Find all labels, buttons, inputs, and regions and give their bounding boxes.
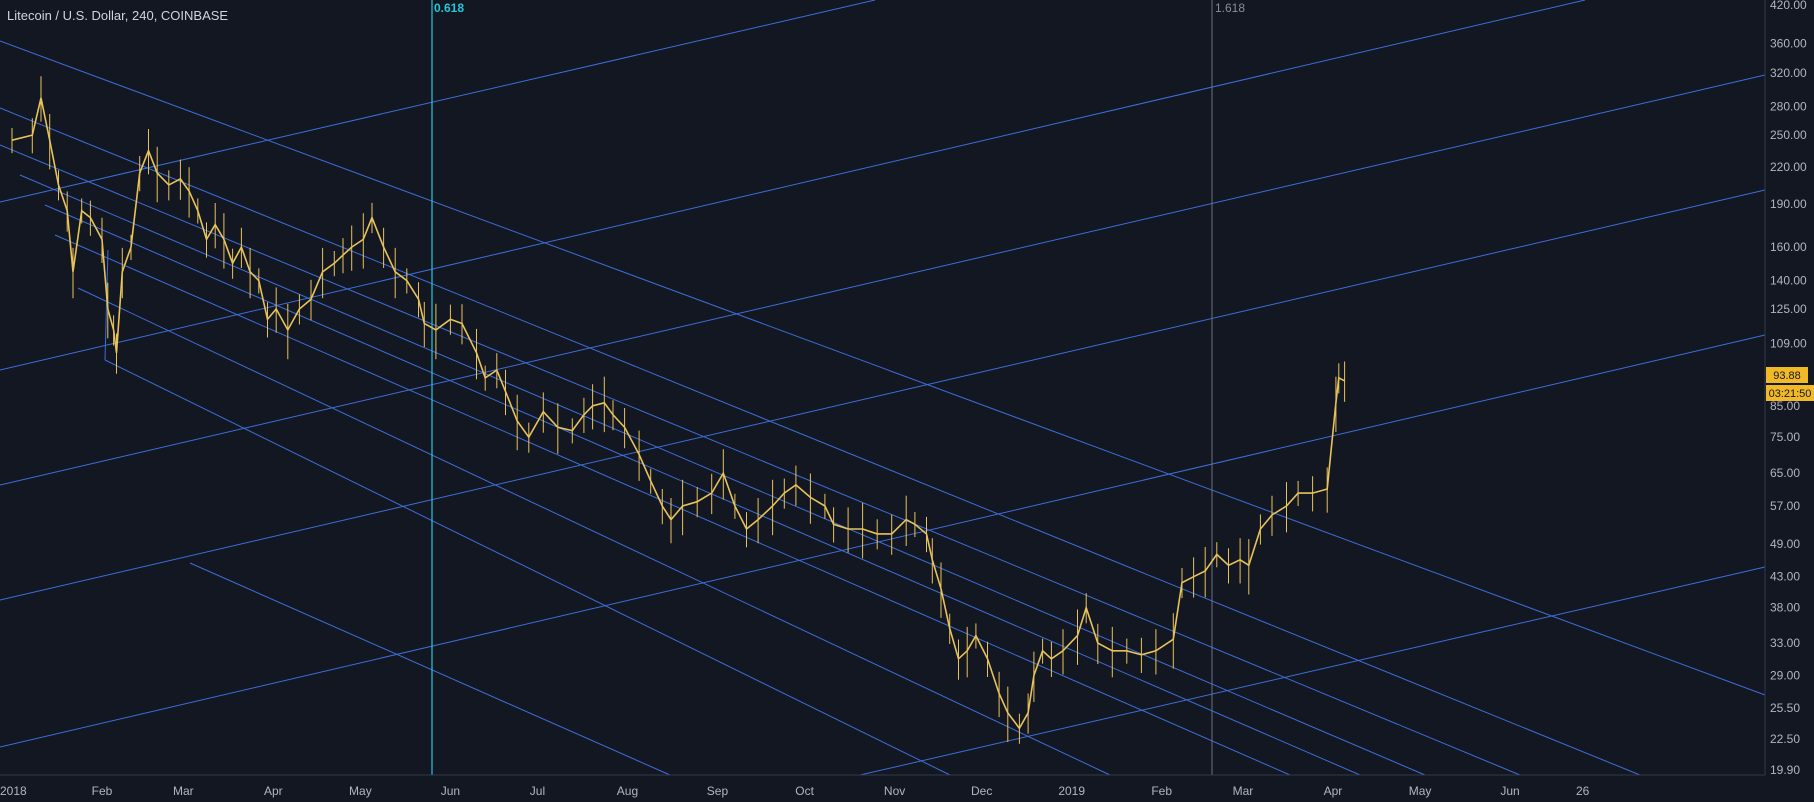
y-axis[interactable]: 420.00 360.00 320.00 280.00 250.00 220.00 190.… xyxy=(1770,0,1807,777)
y-tick-label: 109.00 xyxy=(1770,336,1807,350)
price-series xyxy=(11,76,1346,744)
x-tick-label: Nov xyxy=(884,784,905,798)
y-tick-label: 25.50 xyxy=(1770,701,1800,715)
y-tick-label: 38.00 xyxy=(1770,601,1800,615)
y-tick-label: 57.00 xyxy=(1770,499,1800,513)
trendline-down-7[interactable] xyxy=(77,287,1111,776)
last-price-box xyxy=(1766,367,1808,383)
y-tick-label: 65.00 xyxy=(1770,466,1800,480)
y-tick-label: 125.00 xyxy=(1770,302,1807,316)
x-tick-label: Feb xyxy=(1151,784,1172,798)
trendline-down-1[interactable] xyxy=(0,40,1766,696)
y-tick-label: 220.00 xyxy=(1770,160,1807,174)
y-tick-label: 85.00 xyxy=(1770,399,1800,413)
x-tick-label: Mar xyxy=(1233,784,1254,798)
y-tick-label: 250.00 xyxy=(1770,128,1807,142)
countdown-value: 03:21:50 xyxy=(1769,388,1812,400)
x-tick-label: Mar xyxy=(173,784,194,798)
y-tick-label: 43.00 xyxy=(1770,570,1800,584)
x-axis[interactable]: 2018 Feb Mar Apr May Jun Jul Aug Sep Oct Nov Dec 201… xyxy=(0,784,1590,798)
x-tick-label: Apr xyxy=(1324,784,1343,798)
x-tick-label: 26 xyxy=(1576,784,1590,798)
trendline-down-9[interactable] xyxy=(189,562,671,776)
trendline-up-5[interactable] xyxy=(0,334,1766,748)
x-tick-label: Dec xyxy=(971,784,992,798)
x-tick-label: May xyxy=(1409,784,1432,798)
x-tick-label: Oct xyxy=(795,784,814,798)
trendline-down-6[interactable] xyxy=(54,234,1291,776)
x-tick-label: 2018 xyxy=(0,784,27,798)
x-tick-label: Jun xyxy=(441,784,460,798)
y-tick-label: 320.00 xyxy=(1770,66,1807,80)
drawn-trendlines[interactable] xyxy=(0,0,1766,776)
y-tick-label: 22.50 xyxy=(1770,732,1800,746)
trendline-down-10[interactable] xyxy=(104,249,109,361)
y-tick-label: 280.00 xyxy=(1770,100,1807,114)
trendline-up-6[interactable] xyxy=(859,566,1766,776)
x-tick-label: Aug xyxy=(617,784,638,798)
chart-title: Litecoin / U.S. Dollar, 240, COINBASE xyxy=(7,8,228,23)
x-tick-label: 2019 xyxy=(1058,784,1085,798)
x-tick-label: Jun xyxy=(1500,784,1519,798)
y-tick-label: 19.90 xyxy=(1770,763,1800,777)
y-tick-label: 33.00 xyxy=(1770,636,1800,650)
y-tick-label: 29.00 xyxy=(1770,669,1800,683)
y-tick-label: 75.00 xyxy=(1770,430,1800,444)
trendline-down-3[interactable] xyxy=(0,144,1521,776)
y-tick-label: 160.00 xyxy=(1770,240,1807,254)
trendline-down-2[interactable] xyxy=(0,107,1641,776)
last-price-tag: 93.88 03:21:50 xyxy=(1766,367,1814,401)
trendline-down-8[interactable] xyxy=(104,359,951,776)
fib-label-1618: 1.618 xyxy=(1215,1,1245,15)
x-tick-label: Apr xyxy=(264,784,283,798)
y-tick-label: 140.00 xyxy=(1770,274,1807,288)
trendline-up-4[interactable] xyxy=(0,189,1766,601)
x-tick-label: Feb xyxy=(92,784,113,798)
last-price-value: 93.88 xyxy=(1773,370,1801,382)
x-tick-label: Sep xyxy=(707,784,729,798)
y-tick-label: 420.00 xyxy=(1770,0,1807,12)
x-tick-label: May xyxy=(349,784,372,798)
y-tick-label: 190.00 xyxy=(1770,197,1807,211)
fib-label-0618: 0.618 xyxy=(434,1,464,15)
trendline-up-2[interactable] xyxy=(0,0,1586,371)
y-tick-label: 49.00 xyxy=(1770,537,1800,551)
trendline-down-5[interactable] xyxy=(44,204,1361,776)
x-tick-label: Jul xyxy=(530,784,545,798)
countdown-box xyxy=(1766,385,1814,401)
trendline-up-3[interactable] xyxy=(0,74,1766,486)
trendline-up-1[interactable] xyxy=(0,0,876,203)
y-tick-label: 360.00 xyxy=(1770,37,1807,51)
